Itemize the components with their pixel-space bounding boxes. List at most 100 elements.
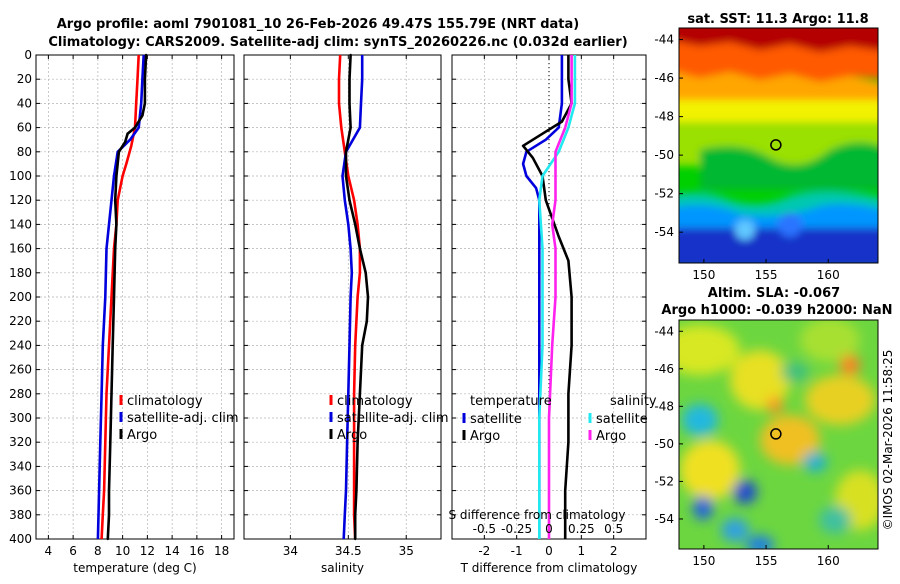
profile-panel-1: 34 34.5 35 salinity climatology satellite-adj… [243, 53, 449, 575]
map-y-tick-label: -44 [654, 33, 674, 47]
x-tick-label: 1 [578, 544, 586, 558]
map-x-tick-label: 150 [692, 554, 715, 568]
y-tick-label: 280 [9, 387, 32, 401]
data-point [126, 132, 129, 135]
legend-label: satellite-adj. clim [337, 411, 449, 426]
legend-header-temperature: temperature [470, 394, 552, 409]
x-tick-label: 14 [164, 544, 179, 558]
data-point [364, 271, 367, 274]
data-point [354, 513, 357, 516]
y-tick-label: 160 [9, 242, 32, 256]
s-tick-label: 0 [545, 522, 553, 536]
data-point [344, 150, 348, 153]
data-point [143, 78, 147, 81]
s-axis-label: S difference from climatology [449, 508, 626, 522]
x-tick-label: 16 [189, 544, 204, 558]
y-tick-label: 240 [9, 338, 32, 352]
s-tick-label: 0.25 [568, 522, 595, 536]
data-point [143, 102, 147, 105]
map-y-tick-label: -54 [654, 512, 674, 526]
s-tick-label: -0.5 [473, 522, 496, 536]
map-y-tick-label: -46 [654, 362, 674, 376]
map-y-tick-label: -50 [654, 148, 674, 162]
sst-map [679, 28, 878, 263]
data-point [110, 392, 113, 395]
map-y-tick-label: -48 [654, 399, 674, 413]
data-point [349, 53, 352, 57]
series-line-3 [547, 55, 573, 539]
map-title: Argo h1000: -0.039 h2000: NaN [661, 303, 892, 318]
x-axis-label: temperature (deg C) [73, 561, 196, 575]
sst-map-frame [678, 27, 879, 264]
data-point [355, 489, 358, 492]
data-point [114, 199, 117, 202]
x-tick-label: 10 [115, 544, 130, 558]
map-x-tick-label: 160 [817, 554, 840, 568]
data-point [106, 537, 109, 541]
y-tick-label: 360 [9, 484, 32, 498]
x-tick-label: 35 [399, 544, 414, 558]
x-tick-label: 34 [283, 544, 298, 558]
map-y-tick-label: -52 [654, 474, 674, 488]
y-tick-label: 140 [9, 217, 32, 231]
sla-map-frame [678, 319, 879, 550]
y-tick-label: 380 [9, 508, 32, 522]
x-tick-label: 12 [140, 544, 155, 558]
map-x-tick-label: 155 [755, 554, 778, 568]
y-tick-label: 340 [9, 459, 32, 473]
y-tick-label: 60 [17, 121, 32, 135]
legend-label: Argo [337, 428, 367, 443]
x-tick-label: 8 [94, 544, 102, 558]
legend-label: climatology [127, 394, 203, 409]
data-point [115, 223, 118, 226]
legend-label: satellite [470, 412, 522, 427]
map-y-tick-label: -54 [654, 225, 674, 239]
profile-panel-0: 4 6 8 10 12 14 16 18020406080100120140160180200… [9, 48, 239, 575]
data-point [344, 174, 348, 178]
s-tick-label: -0.25 [501, 522, 532, 536]
series-line-1 [341, 55, 364, 540]
legend-label: Argo [596, 429, 626, 444]
legend-header-salinity: salinity [610, 394, 657, 409]
data-point [141, 114, 144, 117]
map-x-tick-label: 160 [817, 268, 840, 282]
map-title: sat. SST: 11.3 Argo: 11.8 [687, 12, 868, 27]
argo-location-marker [770, 139, 782, 151]
y-tick-label: 260 [9, 363, 32, 377]
profile-panel-2: -2 -1 0 1 2 T difference from climatology -0.5… [449, 54, 657, 575]
x-tick-label: 0 [545, 544, 553, 558]
map-title: Altim. SLA: -0.067 [708, 286, 840, 301]
data-point [117, 150, 121, 153]
x-axis-label: T difference from climatology [460, 561, 638, 575]
x-tick-label: -2 [478, 544, 490, 558]
y-tick-label: 0 [24, 48, 32, 62]
x-tick-label: 6 [69, 544, 77, 558]
x-tick-label: 2 [610, 544, 618, 558]
legend-label: satellite [596, 412, 648, 427]
map-y-tick-label: -50 [654, 437, 674, 451]
data-point [354, 223, 357, 226]
x-tick-label: 34.5 [335, 544, 362, 558]
x-tick-label: 18 [214, 544, 229, 558]
data-point [144, 53, 148, 57]
data-point [358, 247, 362, 250]
data-point [354, 537, 357, 541]
plot-layer: 4 6 8 10 12 14 16 18020406080100120140160180200… [9, 12, 892, 575]
series-line-1 [96, 54, 145, 540]
data-point [361, 344, 364, 347]
y-tick-label: 320 [9, 435, 32, 449]
map-axes-4: 150 155 160 -44 -46 -48 -50 -52 -54 Altim. SLA: -… [654, 286, 892, 568]
map-y-tick-label: -52 [654, 187, 674, 201]
series-line-2 [538, 55, 577, 539]
data-point [115, 174, 118, 178]
data-point [107, 489, 111, 492]
data-point [348, 102, 351, 105]
s-tick-label: 0.5 [604, 522, 623, 536]
y-tick-label: 300 [9, 411, 32, 425]
y-tick-label: 220 [9, 314, 32, 328]
y-tick-label: 40 [17, 96, 32, 110]
y-tick-label: 200 [9, 290, 32, 304]
data-point [356, 441, 359, 444]
legend-label: Argo [127, 428, 157, 443]
